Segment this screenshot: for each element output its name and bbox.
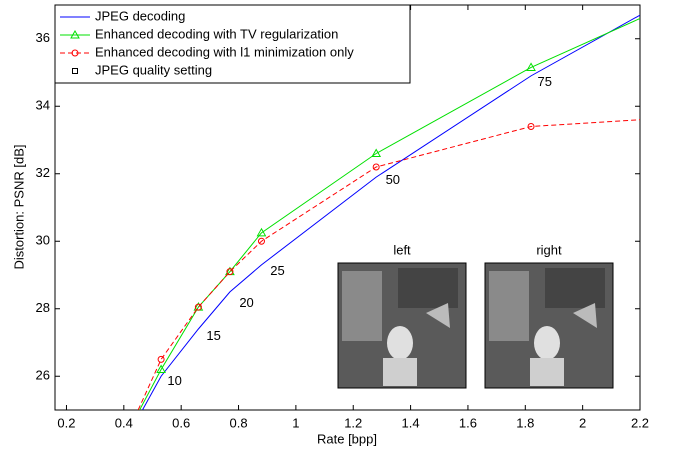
inset-label: left [393,242,411,257]
quality-label: 10 [167,373,181,388]
x-tick-label: 0.6 [172,415,190,430]
inset-label: right [536,242,562,257]
marker [71,49,79,57]
legend-box [54,4,411,84]
x-tick-label: 0.4 [115,415,133,430]
marker [371,148,382,157]
series-line [139,18,640,410]
quality-label: 25 [270,263,284,278]
y-tick-label: 34 [36,98,50,113]
x-tick-label: 2 [579,415,586,430]
marker [72,68,78,74]
inset-shelf [342,271,382,341]
quality-label: 20 [239,295,253,310]
x-tick-label: 1.4 [402,415,420,430]
y-axis-label: Distortion: PSNR [dB] [11,145,26,270]
x-tick-label: 0.2 [57,415,75,430]
marker [527,123,535,130]
legend-label: Enhanced decoding with l1 minimization o… [95,44,354,59]
marker [226,268,234,276]
marker [70,29,80,39]
y-tick-label: 26 [36,368,50,383]
legend-label: Enhanced decoding with TV regularization [95,26,338,41]
inset-shelf [398,268,458,308]
y-tick-label: 30 [36,233,50,248]
marker [156,364,166,373]
marker [257,237,265,245]
x-tick-label: 1.8 [516,415,534,430]
quality-label: 15 [206,328,220,343]
marker [526,62,536,71]
inset-base [383,358,417,386]
quality-label: 50 [386,172,400,187]
inset-shelf [489,271,529,341]
series-line [142,14,640,410]
marker [194,303,202,311]
marker [256,227,267,237]
marker [372,163,380,171]
series-line [137,119,640,410]
inset-lamp [426,303,450,328]
series [137,119,640,410]
x-tick-label: 1.6 [459,415,477,430]
x-tick-label: 1.2 [344,415,362,430]
quality-label: 75 [538,74,552,89]
x-tick-label: 0.8 [229,415,247,430]
legend-label: JPEG quality setting [95,62,212,77]
series [142,14,640,410]
marker [157,355,165,363]
legend-label: JPEG decoding [95,8,185,23]
inset-lamp [573,303,597,328]
inset-head [387,326,413,360]
inset-base [530,358,564,386]
x-tick-label: 1 [292,415,299,430]
inset-head [534,326,560,360]
y-tick-label: 36 [36,30,50,45]
inset-shelf [545,268,605,308]
x-tick-label: 2.2 [631,415,649,430]
y-tick-label: 32 [36,165,50,180]
x-axis-label: Rate [bpp] [317,431,377,446]
y-tick-label: 28 [36,300,50,315]
